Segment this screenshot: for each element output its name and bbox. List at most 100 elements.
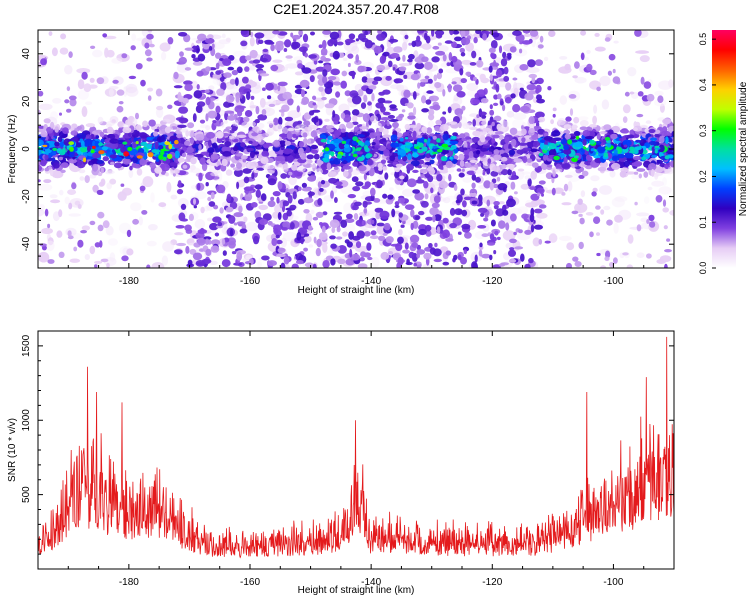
spectrogram-cell [322,75,328,84]
spectrogram-cell [350,169,361,176]
spectrogram-cell [243,186,254,191]
spectrogram-cell [552,107,557,112]
spectrogram-cell [281,133,287,140]
spectrogram-cell [284,39,292,48]
spectrogram-cell [257,122,265,129]
spectrogram-cell [298,141,304,148]
spectrogram-cell [636,252,645,258]
spectrogram-cell [260,193,267,202]
spectrogram-cell [76,68,91,74]
spectrogram-cell [610,133,618,140]
spectrogram-cell [319,187,324,192]
spectrogram-cell [432,151,438,155]
spectrogram-cell [103,35,117,40]
spectrogram-cell [532,140,540,148]
spectrogram-cell [458,153,465,161]
spectrogram-cell [223,72,232,78]
spectrogram-cell [272,211,280,219]
spectrogram-cell [307,191,315,197]
spectrogram-cell [526,84,537,91]
spectrogram-cell [505,222,510,231]
spectrogram-cell [284,116,294,122]
spectrogram-cell [324,118,330,122]
spectrogram-cell [434,214,442,222]
spectrogram-cell [429,207,440,216]
spectrogram-cell [267,178,277,186]
spectrogram-cell [586,126,593,132]
spectrogram-cell [421,95,427,104]
colorbar-tick-label: 0.0 [698,262,708,275]
spectrogram-cell [382,134,392,138]
spectrogram-cell [109,138,119,144]
spectrogram-cell [236,162,242,170]
spectrogram-cell [659,151,663,158]
spectrogram-cell [398,212,404,218]
spectrogram-cell [471,261,478,268]
spectrogram-cell [425,230,432,237]
spectrogram-y-tick-label: 0 [21,146,32,152]
spectrogram-cell [272,165,281,169]
spectrogram-cell [289,204,297,210]
spectrogram-cell [77,204,82,209]
spectrogram-cell [205,96,211,106]
spectrogram-cell [560,138,568,145]
spectrogram-y-tick-label: 20 [21,95,32,107]
spectrogram-cell [543,56,549,62]
spectrogram-cell [68,141,74,146]
spectrogram-cell [397,256,404,266]
spectrogram-cell [407,102,414,109]
spectrogram-cell [69,98,77,107]
spectrogram-cell [436,148,443,153]
spectrogram-cell [528,116,535,125]
spectrogram-cell [636,113,644,118]
spectrogram-cell [534,111,545,119]
spectrogram-cell [98,142,103,147]
spectrogram-cell [493,201,500,206]
spectrogram-cell [229,78,236,85]
spectrogram-cell [162,241,174,252]
spectrogram-cell [482,33,487,41]
spectrogram-cell [288,171,293,176]
spectrogram-cell [282,127,289,135]
spectrogram-cell [433,74,438,82]
spectrogram-cell [475,176,481,183]
spectrogram-cell [488,47,496,54]
spectrogram-cell [435,119,442,125]
spectrogram-cell [479,73,486,81]
spectrogram-cell [479,242,483,248]
spectrogram-cell [102,33,108,38]
spectrogram-cell [635,139,641,143]
spectrogram-cell [500,156,508,162]
spectrogram-cell [449,147,454,151]
spectrogram-cell [573,155,580,159]
spectrogram-cell [266,120,275,125]
spectrogram-cell [80,140,85,148]
spectrogram-cell [651,180,664,187]
spectrogram-cell [518,142,528,146]
spectrogram-cell [641,156,647,161]
spectrogram-cell [476,60,484,68]
spectrogram-cell [529,186,536,191]
spectrogram-cell [420,174,425,179]
spectrogram-cell [409,234,420,243]
spectrogram-cell [258,204,269,211]
spectrogram-cell [546,164,553,168]
spectrogram-cell [116,156,123,161]
spectrogram-cell [480,212,485,217]
spectrogram-cell [330,258,336,266]
spectrogram-cell [181,152,187,158]
spectrogram-cell [80,147,87,153]
spectrogram-cell [595,205,601,210]
spectrogram-cell [50,121,55,129]
spectrogram-cell [112,79,119,84]
snr-y-label: SNR (10 * v/v) [7,418,18,482]
spectrogram-cell [292,191,297,200]
spectrogram-cell [252,59,261,64]
spectrogram-cell [629,146,635,151]
spectrogram-cell [94,140,100,148]
spectrogram-cell [432,135,437,140]
spectrogram-cell [146,240,157,247]
spectrogram-cell [657,95,664,103]
spectrogram-cell [272,30,281,35]
spectrogram-cell [215,105,221,114]
